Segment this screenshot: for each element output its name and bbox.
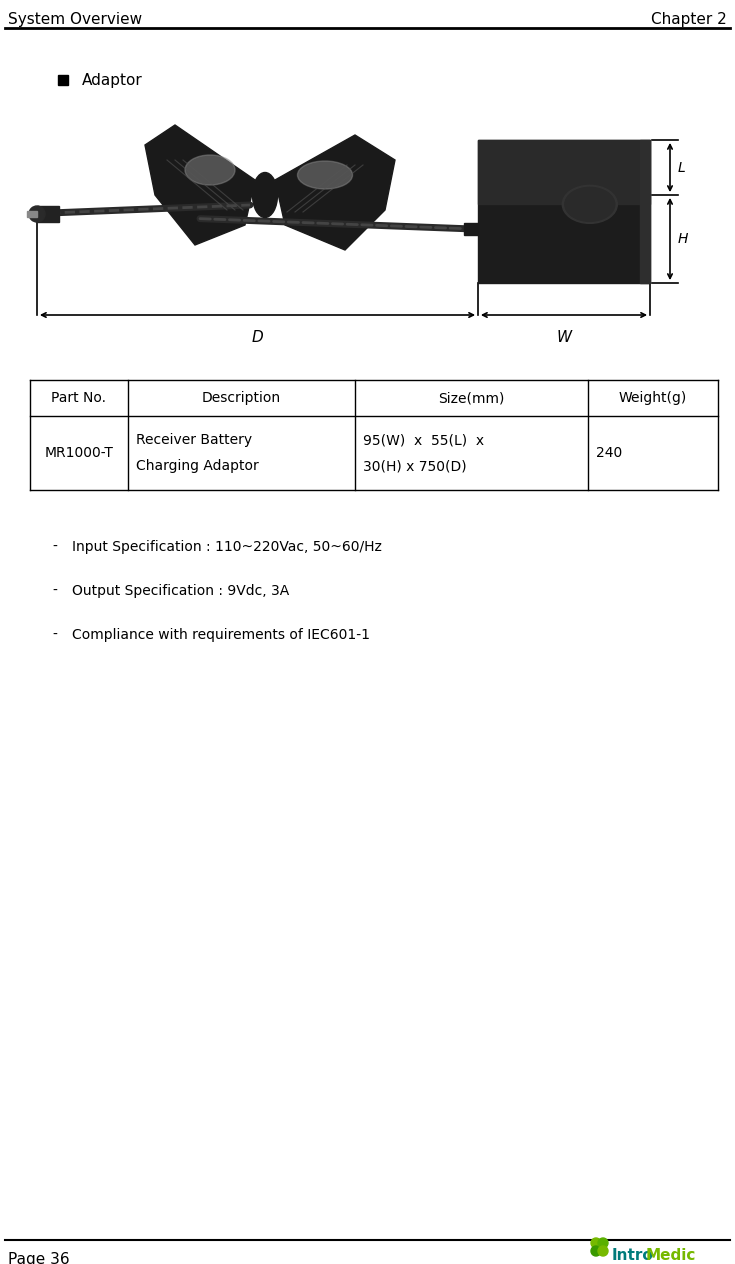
Text: D: D	[251, 330, 263, 345]
Text: 30(H) x 750(D): 30(H) x 750(D)	[363, 459, 467, 473]
Bar	[37, 206, 59, 222]
Bar	[58, 75, 68, 85]
Circle shape	[591, 1237, 601, 1248]
Text: Output Specification : 9Vdc, 3A: Output Specification : 9Vdc, 3A	[72, 584, 290, 598]
Bar	[478, 140, 650, 283]
Bar	[640, 140, 650, 283]
Circle shape	[598, 1246, 608, 1256]
Text: Part No.: Part No.	[51, 391, 107, 404]
Text: Weight(g): Weight(g)	[619, 391, 687, 404]
Text: -: -	[52, 540, 57, 554]
Ellipse shape	[253, 172, 278, 217]
Text: W: W	[556, 330, 572, 345]
Text: Receiver Battery: Receiver Battery	[136, 434, 252, 447]
Text: Medic: Medic	[646, 1248, 696, 1263]
Text: H: H	[678, 233, 689, 246]
Text: Size(mm): Size(mm)	[438, 391, 505, 404]
Text: L: L	[678, 161, 686, 174]
Circle shape	[29, 206, 45, 222]
Ellipse shape	[562, 186, 617, 224]
Bar	[27, 211, 37, 217]
Ellipse shape	[564, 187, 614, 221]
Text: Page 36: Page 36	[8, 1253, 70, 1264]
Text: System Overview: System Overview	[8, 11, 142, 27]
Polygon shape	[145, 125, 255, 245]
Text: 240: 240	[596, 446, 623, 460]
Ellipse shape	[298, 161, 353, 190]
Polygon shape	[275, 135, 395, 250]
Text: Intro: Intro	[612, 1248, 653, 1263]
Bar	[464, 222, 478, 235]
Text: Adaptor: Adaptor	[82, 72, 143, 87]
Text: 95(W)  x  55(L)  x: 95(W) x 55(L) x	[363, 434, 484, 447]
Text: -: -	[52, 628, 57, 642]
Text: Charging Adaptor: Charging Adaptor	[136, 459, 259, 473]
Text: Description: Description	[202, 391, 281, 404]
Text: Input Specification : 110~220Vac, 50~60/Hz: Input Specification : 110~220Vac, 50~60/…	[72, 540, 382, 554]
Text: Chapter 2: Chapter 2	[651, 11, 727, 27]
Text: -: -	[52, 584, 57, 598]
Bar	[478, 140, 650, 205]
Circle shape	[598, 1237, 608, 1248]
Ellipse shape	[185, 155, 235, 185]
Text: Compliance with requirements of IEC601-1: Compliance with requirements of IEC601-1	[72, 628, 370, 642]
Circle shape	[591, 1246, 601, 1256]
Text: MR1000-T: MR1000-T	[45, 446, 113, 460]
